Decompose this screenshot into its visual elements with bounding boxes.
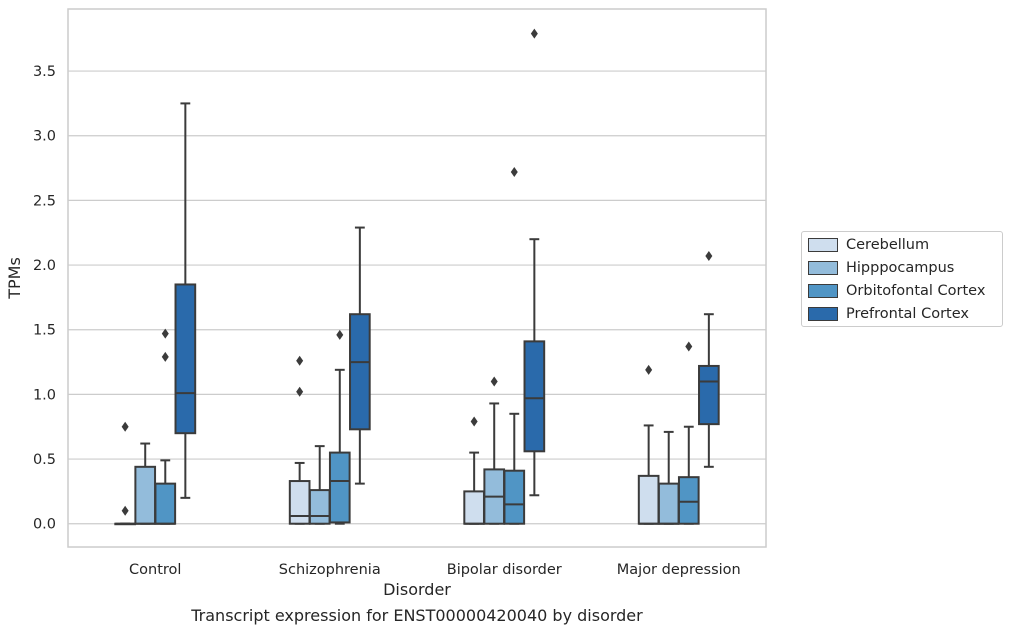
box-1 [288,355,311,525]
box [657,482,680,525]
box-0 [174,102,197,499]
x-axis-label: Disorder [383,580,451,599]
figure-caption: Transcript expression for ENST0000042004… [191,606,643,625]
y-tick-label: 3.5 [33,64,56,80]
outlier-point [490,376,498,387]
box-3 [657,430,680,525]
legend-swatch-hippocampus [808,261,838,275]
box-3 [637,364,660,525]
box [698,364,720,426]
grid-lines [68,70,766,525]
y-tick-label: 2.0 [33,258,56,274]
box-3 [698,251,720,468]
legend-label-prefrontal: Prefrontal Cortex [846,306,969,322]
legend-item-cerebellum: Cerebellum [808,235,929,255]
box-3 [677,341,700,525]
outlier-point [510,166,518,177]
box-2 [463,416,485,525]
y-tick-labels: 0.0 0.5 1.0 1.5 2.0 2.5 3.0 3.5 [33,64,56,533]
box [328,451,351,524]
y-tick-label: 0.5 [33,452,56,468]
legend-label-cerebellum: Cerebellum [846,237,930,253]
outlier-point [685,341,693,352]
x-tick-labels: Control Schizophrenia Bipolar disorder Majo… [129,562,741,578]
legend-swatch-orbitofrontal [808,284,838,298]
box-2 [523,28,546,497]
outlier-point [121,421,129,432]
outlier-point [645,364,653,375]
box-0 [114,421,136,526]
legend-swatch-cerebellum [808,238,838,252]
box [154,482,177,525]
outlier-point [470,416,478,427]
series-orbitofontal-cortex [154,166,700,525]
y-tick-label: 0.0 [33,517,56,533]
box [523,340,546,453]
legend-label-hippocampus: Hipppocampus [846,260,955,276]
legend-label-orbitofrontal: Orbitofontal Cortex [846,283,986,299]
x-tick-label: Control [129,562,181,578]
legend-item-orbitofrontal: Orbitofontal Cortex [808,281,985,301]
outlier-point [161,328,169,339]
outlier-point [530,28,538,39]
outlier-point [336,329,344,340]
x-tick-label: Schizophrenia [279,562,381,578]
box-1 [349,226,371,485]
outlier-point [121,505,129,516]
x-tick-label: Major depression [617,562,741,578]
box [463,490,485,525]
legend-item-hippocampus: Hipppocampus [808,258,954,278]
box-0 [154,328,177,525]
x-tick-label: Bipolar disorder [447,562,562,578]
outlier-point [705,251,713,262]
box [288,480,311,525]
y-tick-label: 3.0 [33,129,56,145]
y-tick-label: 2.5 [33,193,56,209]
outlier-point [296,355,304,366]
box-2 [503,166,526,525]
outlier-point [296,386,304,397]
y-tick-label: 1.5 [33,323,56,339]
series-cerebellum [114,355,660,526]
legend-item-prefrontal: Prefrontal Cortex [808,304,969,324]
plot-area-frame [67,8,767,548]
box [677,476,700,525]
box [308,489,331,525]
box-1 [308,445,331,525]
legend-swatch-prefrontal [808,307,838,321]
series-prefrontal-cortex [174,28,720,499]
box-series [114,28,720,526]
box [349,313,371,431]
y-axis-label: TPMs [5,257,24,300]
box [503,469,526,525]
outlier-point [161,351,169,362]
box-2 [483,376,506,525]
box-0 [134,442,157,525]
legend: Cerebellum Hipppocampus Orbitofontal Cor… [801,231,1003,327]
box [134,465,157,525]
series-hipppocampus [134,376,680,525]
box-1 [328,329,351,525]
y-tick-label: 1.0 [33,387,56,403]
box [174,283,197,435]
box [637,474,660,525]
